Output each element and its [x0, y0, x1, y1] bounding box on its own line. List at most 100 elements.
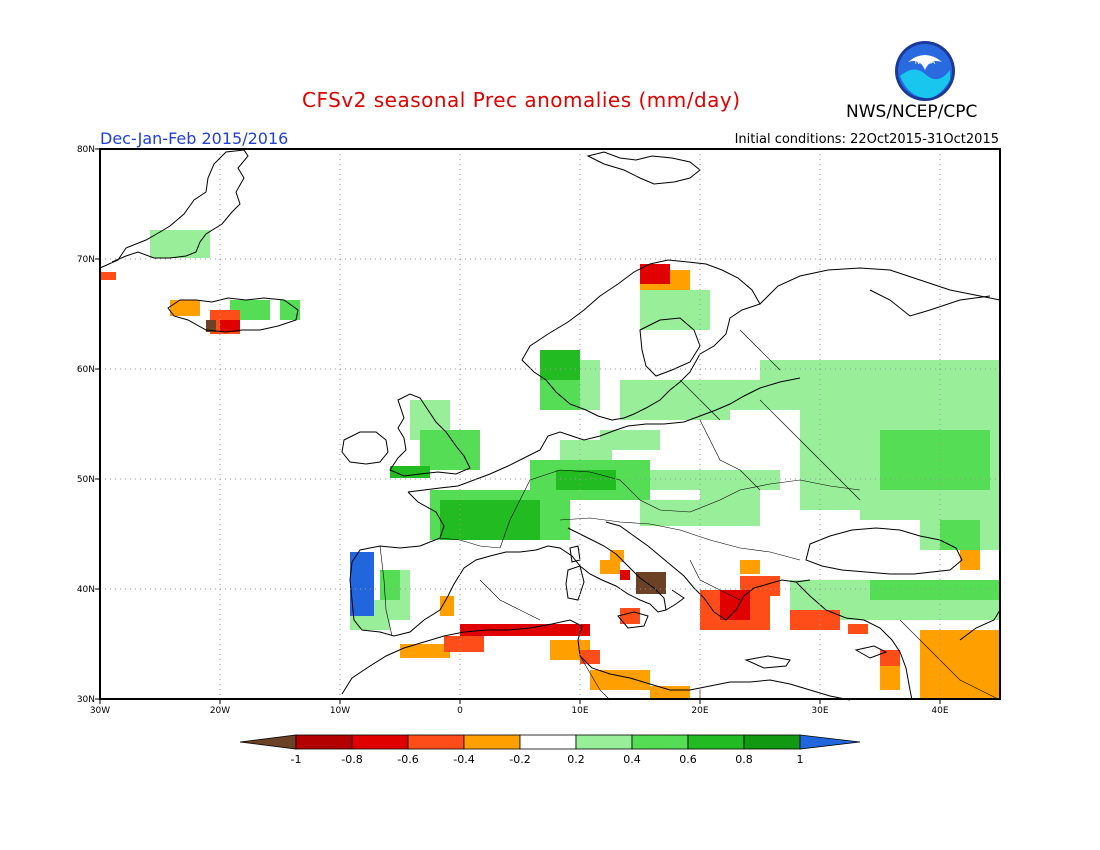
anomaly-cell: [100, 272, 116, 280]
anomaly-cell: [640, 264, 670, 284]
lat-label-40n: 40N: [77, 585, 95, 595]
anomaly-cell: [540, 350, 580, 380]
colorbar-tick-p1: 1: [797, 753, 804, 766]
colorbar-bin-6: [575, 734, 633, 750]
logo-text: NOAA: [915, 58, 936, 66]
crete-coast: [744, 655, 791, 669]
colorbar-tick-p08: 0.8: [735, 753, 753, 766]
colorbar-bin-1: [295, 734, 353, 750]
map-frame: [99, 148, 1001, 700]
cyprus-coast: [854, 645, 888, 659]
anomaly-cell: [220, 320, 240, 332]
anomaly-cell: [848, 624, 868, 634]
colorbar-bin-8: [687, 734, 745, 750]
noaa-logo-icon: NOAA: [895, 41, 955, 101]
biscay-iberia-coast: [349, 491, 667, 637]
anomaly-cell: [480, 520, 540, 540]
axis-ticks: [95, 148, 941, 704]
colorbar-low-arrow: [239, 734, 297, 750]
initial-conditions-label: Initial conditions: 22Oct2015-31Oct2015: [734, 132, 999, 147]
ireland-coast: [341, 431, 389, 465]
anomaly-cell: [400, 644, 450, 658]
kola-coast: [869, 289, 991, 317]
lon-label-20e: 20E: [691, 706, 708, 716]
anomaly-cell: [880, 660, 900, 690]
colorbar-tick-p04: 0.4: [623, 753, 641, 766]
anomaly-cell: [150, 230, 210, 258]
lat-label-80n: 80N: [77, 145, 95, 155]
colorbar-high-arrow: [799, 734, 861, 750]
italy-heel: [665, 589, 685, 611]
anomaly-cell: [600, 430, 660, 450]
lon-label-30e: 30E: [811, 706, 828, 716]
adriatic-balkan-coast: [605, 521, 811, 621]
continental-coast: [407, 377, 801, 493]
lat-label-50n: 50N: [77, 475, 95, 485]
anomaly-cell: [636, 572, 666, 594]
anatolia-coast: [795, 581, 913, 701]
colorbar-bin-3: [407, 734, 465, 750]
north-africa-coast: [341, 619, 851, 701]
lat-label-30n: 30N: [77, 695, 95, 705]
anomaly-cell: [460, 624, 590, 636]
anomaly-cell: [790, 610, 840, 630]
anomaly-cell: [640, 290, 710, 330]
anomaly-cell: [350, 552, 374, 616]
anomaly-cell: [650, 686, 690, 700]
anomaly-cell: [390, 466, 430, 478]
anomaly-cell: [380, 570, 400, 600]
anomaly-cell: [444, 636, 484, 652]
anomaly-cell: [740, 560, 760, 574]
scandinavia-coast: [521, 259, 761, 421]
org-label: NWS/NCEP/CPC: [846, 102, 978, 122]
colorbar-tick-m1: -1: [291, 753, 302, 766]
anomaly-cell: [556, 470, 616, 490]
lon-label-20w: 20W: [210, 706, 230, 716]
country-borders: [379, 329, 1001, 701]
anomaly-cell: [280, 300, 300, 320]
anomaly-shading: [100, 230, 1000, 700]
greenland-coast: [99, 149, 249, 269]
sicily-coast: [617, 611, 649, 629]
colorbar-bin-4: [463, 734, 521, 750]
colorbar-tick-p06: 0.6: [679, 753, 697, 766]
anomaly-cell: [620, 570, 630, 580]
sardinia-coast: [565, 565, 585, 601]
anomaly-cell: [590, 670, 650, 690]
colorbar-tick-m04: -0.4: [453, 753, 474, 766]
svalbard-coast: [586, 151, 701, 185]
iceland-coast: [167, 297, 299, 333]
colorbar-tick-m08: -0.8: [341, 753, 362, 766]
lon-labels: 30W 20W 10W 0 10E 20E 30E 40E: [90, 706, 949, 716]
chart-title: CFSv2 seasonal Prec anomalies (mm/day): [302, 88, 741, 112]
anomaly-cell: [440, 596, 454, 616]
colorbar-tick-m02: -0.2: [509, 753, 530, 766]
colorbar-bin-7: [631, 734, 689, 750]
colorbar-bin-2: [351, 734, 409, 750]
colorbar-tick-p02: 0.2: [567, 753, 585, 766]
finland-russia-coast: [759, 267, 1001, 305]
anomaly-cell: [880, 430, 990, 490]
anomaly-cell: [170, 300, 200, 316]
coastlines: [99, 149, 1001, 701]
gulf-of-bothnia: [639, 317, 701, 377]
lat-label-60n: 60N: [77, 365, 95, 375]
season-subtitle: Dec-Jan-Feb 2015/2016: [100, 129, 289, 148]
lon-label-10w: 10W: [330, 706, 350, 716]
lon-label-10e: 10E: [571, 706, 588, 716]
lon-label-30w: 30W: [90, 706, 110, 716]
anomaly-cell: [600, 560, 620, 574]
anomaly-cell: [206, 320, 216, 332]
anomaly-cell: [920, 630, 1000, 700]
anomaly-cell: [580, 650, 600, 664]
colorbar: -1 -0.8 -0.6 -0.4 -0.2 0.2 0.4 0.6 0.8 1: [239, 734, 861, 766]
anomaly-cell: [880, 650, 900, 666]
black-sea-coast: [805, 527, 963, 575]
lat-label-70n: 70N: [77, 255, 95, 265]
colorbar-tick-m06: -0.6: [397, 753, 418, 766]
anomaly-cell: [940, 520, 980, 550]
anomaly-cell: [960, 550, 980, 570]
great-britain-coast: [389, 393, 471, 477]
anomaly-cell: [420, 430, 480, 470]
lon-label-40e: 40E: [931, 706, 948, 716]
